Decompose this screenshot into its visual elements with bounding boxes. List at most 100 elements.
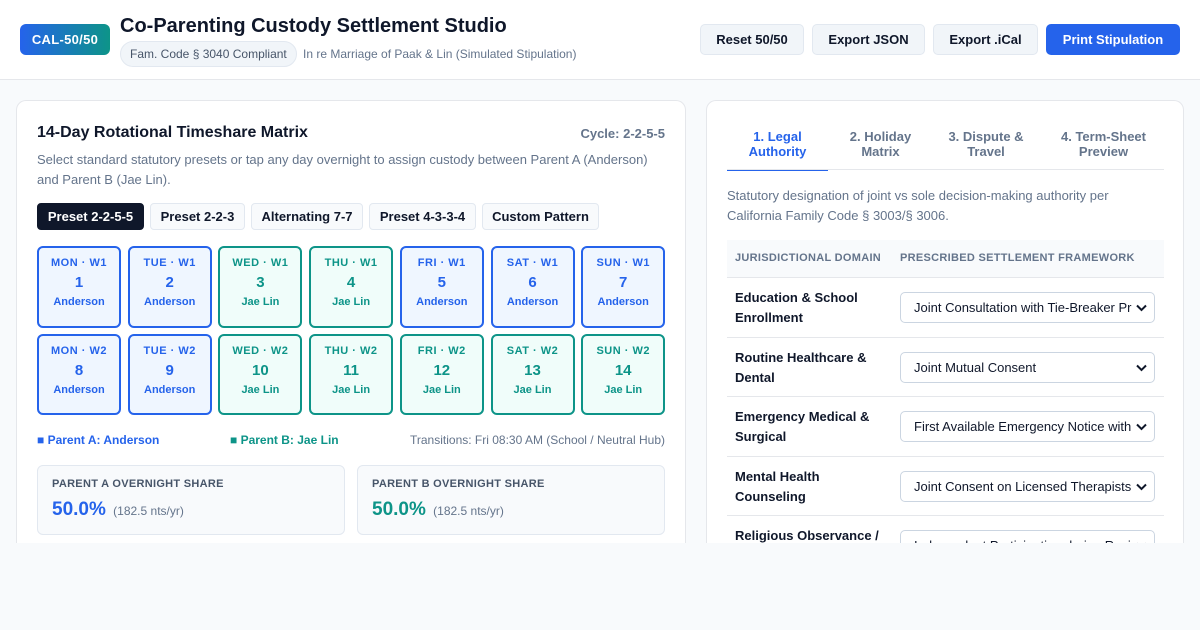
day-number: 2 — [165, 274, 174, 291]
day-label: WED · W2 — [232, 345, 289, 357]
parent-a-share-card: PARENT A OVERNIGHT SHARE 50.0% (182.5 nt… — [37, 465, 345, 535]
domain-label: Religious Observance / Training — [735, 528, 879, 543]
tab-holiday-matrix[interactable]: 2. Holiday Matrix — [849, 129, 912, 159]
day-label: SUN · W2 — [596, 345, 650, 357]
day-parent: Jae Lin — [241, 296, 280, 308]
day-parent: Anderson — [53, 384, 105, 396]
day-cell[interactable]: TUE · W1 2 Anderson — [127, 246, 212, 328]
day-parent: Jae Lin — [241, 384, 280, 396]
day-cell[interactable]: THU · W2 11 Jae Lin — [309, 334, 394, 415]
framework-select[interactable]: Joint Consent on Licensed Therapists — [900, 470, 1155, 502]
framework-select-value: Joint Consultation with Tie-Breaker Prov… — [914, 300, 1132, 315]
day-number: 12 — [433, 362, 451, 379]
column-header-domain: JURISDICTIONAL DOMAIN — [735, 252, 882, 264]
export-ical-button[interactable]: Export .iCal — [933, 24, 1038, 55]
compliance-badge: Fam. Code § 3040 Compliant — [120, 41, 297, 67]
reset-button[interactable]: Reset 50/50 — [700, 24, 804, 55]
framework-select[interactable]: Joint Consultation with Tie-Breaker Prov… — [900, 292, 1155, 323]
table-row: Routine Healthcare & Dental Joint Mutual … — [727, 338, 1164, 397]
day-number: 4 — [346, 274, 356, 291]
authority-table: JURISDICTIONAL DOMAIN PRESCRIBED SETTLEM… — [727, 240, 1164, 543]
day-parent: Jae Lin — [332, 384, 371, 396]
day-parent: Anderson — [597, 296, 649, 308]
framework-select-value: First Available Emergency Notice within … — [914, 419, 1132, 434]
preset-custom-pattern-button[interactable]: Custom Pattern — [482, 203, 599, 230]
chevron-down-icon — [1136, 483, 1147, 490]
day-cell[interactable]: SAT · W1 6 Anderson — [490, 246, 575, 328]
parent-a-share-value: 50.0% (182.5 nts/yr) — [52, 499, 184, 521]
parent-b-share-nights: (182.5 nts/yr) — [433, 504, 504, 518]
domain-label: Emergency Medical & Surgical — [735, 409, 870, 444]
table-header: JURISDICTIONAL DOMAIN PRESCRIBED SETTLEM… — [727, 240, 1164, 278]
day-number: 3 — [256, 274, 265, 291]
day-number: 6 — [528, 274, 537, 291]
domain-label: Mental Health Counseling — [735, 468, 820, 504]
table-row: Religious Observance / Training Independe… — [727, 516, 1164, 543]
table-row: Emergency Medical & Surgical First Availa… — [727, 397, 1164, 457]
day-parent: Jae Lin — [513, 384, 552, 396]
day-parent: Jae Lin — [604, 384, 643, 396]
day-parent: Anderson — [53, 296, 105, 308]
transitions-note: Transitions: Fri 08:30 AM (School / Neut… — [410, 433, 665, 447]
domain-label: Routine Healthcare & Dental — [735, 349, 867, 385]
tab-legal-authority[interactable]: 1. Legal Authority — [727, 129, 828, 171]
day-label: FRI · W1 — [417, 257, 466, 269]
day-label: THU · W1 — [324, 257, 378, 269]
tab-term-sheet-preview[interactable]: 4. Term-Sheet Preview — [1060, 129, 1146, 159]
day-cell[interactable]: MON · W1 1 Anderson — [37, 246, 121, 328]
day-parent: Anderson — [506, 296, 559, 308]
legend-parent-b: ■ Parent B: Jae Lin — [230, 433, 339, 447]
print-stipulation-button[interactable]: Print Stipulation — [1046, 24, 1180, 55]
day-cell[interactable]: SUN · W1 7 Anderson — [581, 246, 666, 328]
day-number: 11 — [343, 362, 360, 379]
day-label: FRI · W2 — [417, 345, 466, 357]
day-parent: Jae Lin — [422, 384, 461, 396]
framework-select-value: Joint Mutual Consent — [914, 359, 1037, 375]
legend-parent-a: ■ Parent A: Anderson — [37, 433, 160, 447]
day-cell[interactable]: WED · W2 10 Jae Lin — [218, 334, 303, 415]
day-label: MON · W2 — [51, 345, 107, 357]
framework-select[interactable]: Joint Mutual Consent — [900, 351, 1155, 383]
timeshare-matrix-panel: 14-Day Rotational Timeshare Matrix Cycle… — [16, 100, 686, 543]
tab-dispute-travel[interactable]: 3. Dispute & Travel — [948, 129, 1024, 159]
day-label: TUE · W1 — [143, 257, 196, 269]
day-cell[interactable]: FRI · W2 12 Jae Lin — [399, 334, 484, 415]
day-cell[interactable]: SUN · W2 14 Jae Lin — [581, 334, 666, 415]
parent-b-share-value: 50.0% (182.5 nts/yr) — [372, 499, 504, 521]
day-number: 10 — [252, 362, 269, 379]
day-number: 7 — [619, 274, 628, 291]
day-label: THU · W2 — [324, 345, 378, 357]
day-number: 5 — [437, 274, 446, 291]
day-parent: Anderson — [144, 384, 196, 396]
day-cell[interactable]: THU · W1 4 Jae Lin — [309, 246, 394, 328]
export-json-button[interactable]: Export JSON — [812, 24, 925, 55]
day-cell[interactable]: TUE · W2 9 Anderson — [127, 334, 212, 415]
parent-a-share-title: PARENT A OVERNIGHT SHARE — [52, 478, 224, 490]
day-number: 9 — [165, 362, 174, 379]
day-parent: Jae Lin — [332, 296, 371, 308]
day-number: 14 — [614, 362, 632, 379]
preset-4-3-3-4-button[interactable]: Preset 4-3-3-4 — [369, 203, 476, 230]
day-label: WED · W1 — [232, 257, 289, 269]
table-row: Education & School Enrollment Joint Consu… — [727, 278, 1164, 338]
app-title: Co-Parenting Custody Settlement Studio — [120, 15, 507, 37]
parent-b-share-card: PARENT B OVERNIGHT SHARE 50.0% (182.5 nt… — [357, 465, 665, 535]
day-cell[interactable]: SAT · W2 13 Jae Lin — [490, 334, 575, 415]
parent-b-share-percent: 50.0% — [372, 499, 426, 520]
preset-2-2-3-button[interactable]: Preset 2-2-3 — [150, 203, 245, 230]
framework-select[interactable]: First Available Emergency Notice within … — [900, 411, 1155, 442]
day-cell[interactable]: WED · W1 3 Jae Lin — [218, 246, 303, 328]
day-label: TUE · W2 — [143, 345, 196, 357]
chevron-down-icon — [1136, 364, 1147, 371]
day-cell[interactable]: MON · W2 8 Anderson — [37, 334, 121, 415]
preset-2-2-5-5-button[interactable]: Preset 2-2-5-5 — [37, 203, 144, 230]
day-parent: Anderson — [416, 296, 468, 308]
day-cell[interactable]: FRI · W1 5 Anderson — [399, 246, 484, 328]
settlement-panel: 1. Legal Authority 2. Holiday Matrix 3. … — [706, 100, 1184, 543]
framework-select[interactable]: Independent Participation during Residen… — [900, 530, 1155, 543]
framework-select-value: Joint Consent on Licensed Therapists — [914, 478, 1132, 494]
chevron-down-icon — [1136, 304, 1147, 312]
day-number: 1 — [74, 274, 84, 291]
preset-alternating-7-7-button[interactable]: Alternating 7-7 — [251, 203, 363, 230]
matrix-description: Select standard statutory presets or tap… — [37, 152, 648, 187]
